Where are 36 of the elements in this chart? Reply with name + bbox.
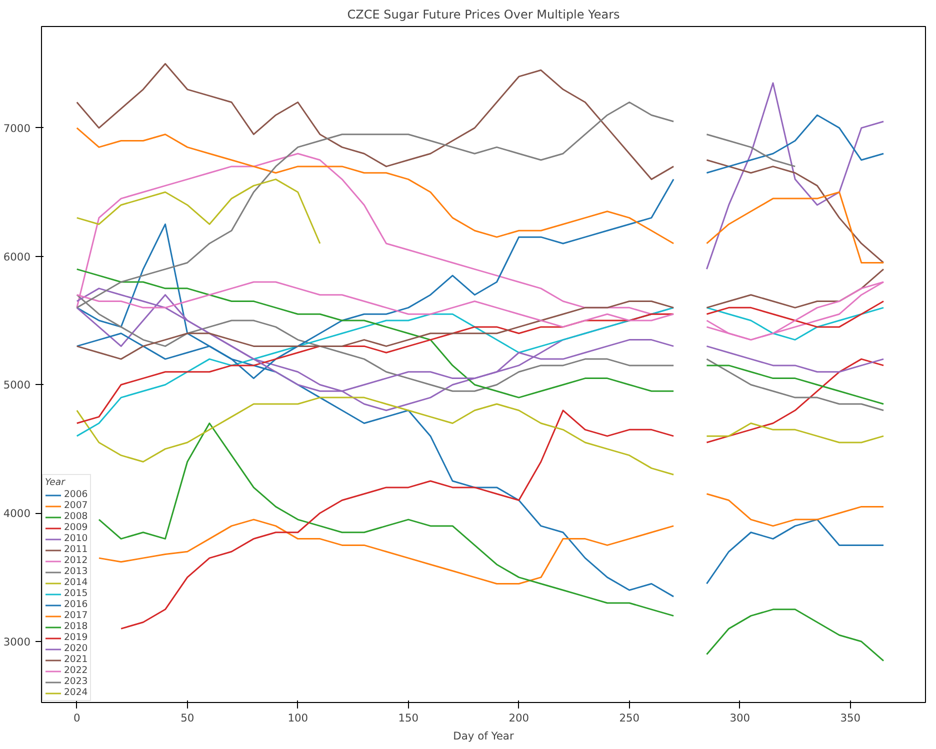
legend-label: 2011	[64, 544, 88, 555]
chart-title: CZCE Sugar Future Prices Over Multiple Years	[347, 8, 620, 22]
y-tick-label: 6000	[3, 250, 31, 264]
legend-label: 2006	[64, 489, 88, 500]
legend-label: 2007	[64, 500, 88, 511]
x-tick-label: 350	[840, 712, 861, 724]
legend-label: 2012	[64, 555, 88, 566]
legend-label: 2014	[64, 577, 88, 588]
x-tick-label: 250	[619, 712, 640, 724]
x-tick-label: 50	[180, 712, 194, 724]
x-tick-label: 300	[730, 712, 750, 724]
legend-label: 2020	[64, 643, 88, 654]
legend-label: 2010	[64, 533, 88, 544]
legend-label: 2022	[64, 665, 88, 676]
legend-label: 2019	[64, 632, 88, 643]
legend-label: 2013	[64, 566, 88, 577]
legend-label: 2021	[64, 654, 88, 665]
legend-label: 2023	[64, 676, 88, 687]
x-axis-title: Day of Year	[453, 730, 514, 742]
legend-label: 2016	[64, 599, 88, 610]
line-series	[76, 178, 321, 244]
legend-label: 2017	[64, 610, 88, 621]
legend-title: Year	[45, 477, 66, 488]
legend-label: 2018	[64, 621, 88, 632]
legend-label: 2024	[64, 687, 88, 698]
x-tick-label: 200	[508, 712, 530, 724]
y-tick-label: 5000	[3, 378, 31, 392]
x-tick-label: 0	[73, 712, 80, 724]
legend-label: 2008	[64, 511, 88, 522]
y-tick-label: 3000	[3, 636, 31, 649]
x-tick-label: 150	[398, 712, 419, 724]
legend-label: 2015	[64, 588, 88, 599]
y-tick-label: 4000	[3, 507, 31, 520]
y-tick-label: 7000	[3, 122, 31, 135]
x-tick-label: 100	[288, 712, 308, 724]
legend-label: 2009	[64, 522, 88, 533]
